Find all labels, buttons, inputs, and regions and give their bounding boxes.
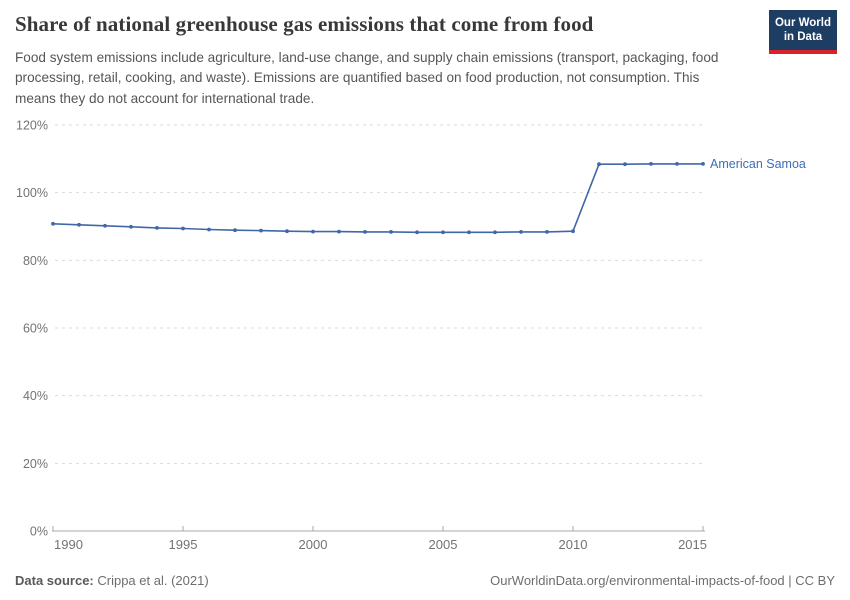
data-point[interactable]: [389, 230, 393, 234]
owid-logo[interactable]: Our World in Data: [769, 10, 837, 54]
x-tick-label: 2005: [429, 537, 458, 552]
data-point[interactable]: [259, 228, 263, 233]
chart-title: Share of national greenhouse gas emissio…: [15, 12, 594, 36]
data-point[interactable]: [415, 230, 419, 235]
data-point[interactable]: [649, 162, 653, 166]
x-tick-label: 2010: [559, 537, 588, 552]
data-point[interactable]: [103, 223, 107, 228]
y-tick-label: 100%: [16, 186, 48, 200]
data-point[interactable]: [311, 229, 315, 234]
owid-logo-line2: in Data: [783, 31, 823, 43]
x-tick-label: 1995: [169, 537, 198, 552]
data-source: Data source: Crippa et al. (2021): [15, 573, 209, 588]
data-point[interactable]: [545, 230, 549, 234]
chart-subtitle: Food system emissions include agricultur…: [15, 50, 719, 106]
y-tick-label: 40%: [23, 389, 48, 403]
data-source-label: Data source:: [15, 573, 94, 588]
y-tick-label: 80%: [23, 254, 48, 268]
data-point[interactable]: [77, 222, 81, 227]
data-point[interactable]: [337, 229, 341, 234]
data-point[interactable]: [493, 230, 497, 235]
series-line[interactable]: [52, 163, 703, 234]
y-tick-label: 20%: [23, 457, 48, 471]
data-source-value: Crippa et al. (2021): [93, 573, 209, 588]
data-point[interactable]: [207, 227, 211, 232]
x-tick-label: 2015: [678, 537, 707, 552]
data-point[interactable]: [675, 162, 679, 166]
data-point[interactable]: [363, 230, 367, 234]
chart-footer: Data source: Crippa et al. (2021) OurWor…: [0, 573, 850, 588]
data-point[interactable]: [701, 162, 705, 166]
data-point[interactable]: [519, 230, 523, 234]
series-label[interactable]: American Samoa: [710, 157, 806, 171]
data-point[interactable]: [597, 162, 601, 167]
x-tick-label: 1990: [54, 537, 83, 552]
data-point[interactable]: [285, 229, 289, 234]
data-point[interactable]: [233, 228, 237, 233]
y-tick-label: 60%: [23, 322, 48, 336]
y-tick-label: 0%: [30, 525, 48, 539]
owid-logo-line1: Our World: [774, 16, 831, 29]
data-point[interactable]: [129, 224, 133, 229]
x-tick-label: 2000: [299, 537, 328, 552]
data-point[interactable]: [155, 226, 159, 230]
data-point[interactable]: [467, 230, 471, 235]
data-point[interactable]: [571, 229, 575, 234]
data-point[interactable]: [181, 226, 185, 231]
attribution-link[interactable]: OurWorldinData.org/environmental-impacts…: [490, 573, 835, 588]
data-point[interactable]: [51, 221, 55, 226]
data-point[interactable]: [441, 230, 445, 235]
y-tick-label: 120%: [16, 119, 48, 133]
data-point[interactable]: [623, 162, 627, 167]
